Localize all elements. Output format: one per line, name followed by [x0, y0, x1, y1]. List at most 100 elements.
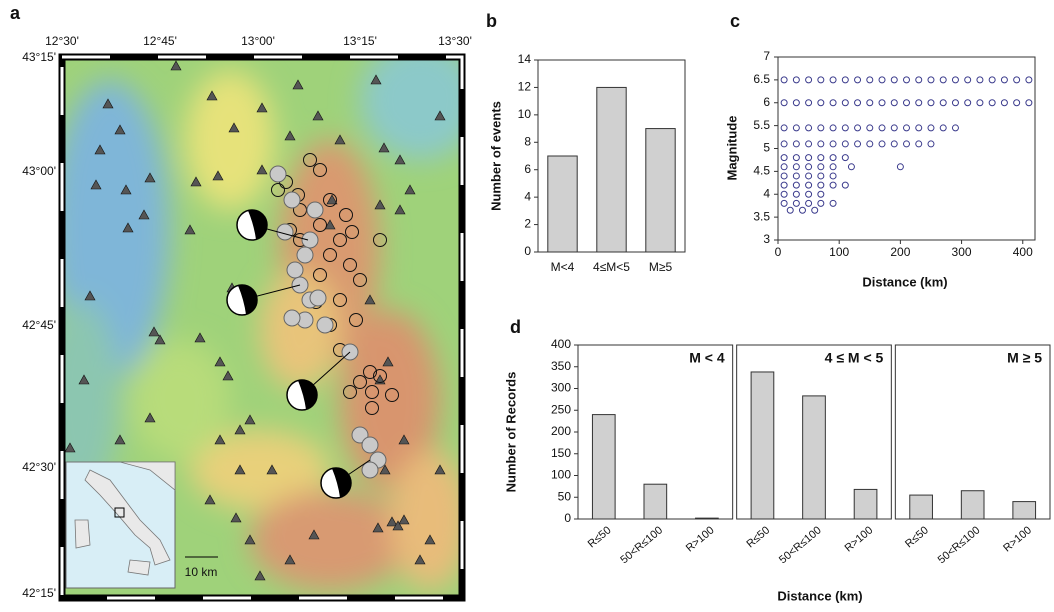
scatter-point: [951, 76, 959, 84]
x-tick-label: R≤50: [903, 524, 931, 550]
scatter-point: [829, 163, 837, 171]
bar: [547, 155, 578, 253]
scatter-point: [841, 181, 849, 189]
station-marker: [394, 204, 406, 215]
y-tick-label: 4: [524, 189, 531, 203]
scatter-point: [817, 199, 825, 207]
scatter-point: [792, 163, 800, 171]
bar: [643, 483, 668, 520]
x-tick-label: 200: [890, 245, 910, 259]
station-marker: [404, 184, 416, 195]
focal-mechanism-quadrant: [238, 284, 258, 315]
panel-label: b: [486, 11, 497, 31]
event-marker: [313, 218, 327, 232]
y-tick-label: 100: [551, 468, 571, 482]
scatter-point: [915, 99, 923, 107]
station-marker: [228, 122, 240, 133]
scatter-point: [841, 99, 849, 107]
station-marker: [244, 534, 256, 545]
scatter-point: [841, 154, 849, 162]
y-tick-label: 250: [551, 402, 571, 416]
station-marker: [284, 554, 296, 565]
y-axis-label: Magnitude: [724, 116, 739, 181]
scatter-point: [878, 124, 886, 132]
scatter-point: [927, 99, 935, 107]
x-tick-label: 4≤M<5: [593, 260, 630, 274]
latitude-label: 43°15': [22, 50, 56, 64]
station-marker: [194, 332, 206, 343]
scatter-point: [890, 124, 898, 132]
y-tick-label: 0: [524, 244, 531, 258]
inset-box: [114, 507, 125, 518]
station-marker: [372, 522, 384, 533]
x-tick-label: 400: [1013, 245, 1033, 259]
station-marker: [114, 124, 126, 135]
station-marker: [394, 154, 406, 165]
scatter-point: [854, 76, 862, 84]
scatter-point: [951, 99, 959, 107]
scatter-point: [805, 154, 813, 162]
scatter-point: [976, 99, 984, 107]
scatter-point: [805, 76, 813, 84]
scatter-point: [903, 124, 910, 132]
y-tick-label: 7: [763, 49, 770, 63]
x-tick-label: M≥5: [649, 260, 673, 274]
scatter-point: [792, 199, 800, 207]
longitude-label: 13°00': [241, 34, 275, 48]
event-marker-large: [309, 289, 327, 307]
scatter-point: [896, 163, 904, 171]
station-marker: [398, 514, 410, 525]
scatter-point: [805, 99, 813, 107]
station-marker: [102, 98, 114, 109]
scatter-point: [915, 140, 923, 148]
x-tick-label: R>100: [684, 524, 717, 554]
station-marker: [114, 434, 126, 445]
focal-mechanism-quadrant: [298, 379, 318, 410]
bar: [750, 371, 775, 520]
station-marker: [144, 412, 156, 423]
event-marker-large: [283, 191, 301, 209]
event-marker: [353, 375, 367, 389]
event-marker-large: [286, 261, 304, 279]
panel-label: d: [510, 317, 521, 337]
station-marker: [379, 464, 391, 475]
y-tick-label: 200: [551, 424, 571, 438]
station-marker: [244, 414, 256, 425]
station-marker: [256, 102, 268, 113]
scatter-point: [1000, 99, 1008, 107]
x-tick-label: R≤50: [744, 524, 772, 550]
scatter-point: [817, 140, 825, 148]
scatter-point: [829, 99, 837, 107]
station-marker: [254, 570, 266, 581]
longitude-label: 13°30': [438, 34, 472, 48]
scatter-point: [939, 124, 947, 132]
scatter-point: [866, 76, 874, 84]
scatter-point: [878, 140, 886, 148]
scatter-point: [878, 99, 886, 107]
station-marker: [386, 516, 398, 527]
station-marker: [284, 130, 296, 141]
bar: [695, 517, 719, 520]
scatter-point: [988, 76, 996, 84]
scatter-point: [780, 172, 788, 180]
scatter-point: [817, 99, 825, 107]
longitude-label: 12°45': [143, 34, 177, 48]
scatter-point: [939, 76, 947, 84]
scatter-point: [805, 190, 813, 198]
event-marker: [385, 388, 399, 402]
station-marker: [256, 164, 268, 175]
x-tick-label: R>100: [1001, 524, 1034, 554]
inset-land: [66, 461, 176, 576]
longitude-label: 12°30': [45, 34, 79, 48]
station-marker: [370, 74, 382, 85]
scatter-point: [817, 172, 825, 180]
scatter-point: [903, 99, 910, 107]
event-marker: [271, 183, 285, 197]
scatter-point: [890, 76, 898, 84]
scatter-point: [792, 76, 800, 84]
longitude-label: 13°15': [343, 34, 377, 48]
station-marker: [364, 294, 376, 305]
map-symbols: [64, 60, 446, 581]
event-marker-large: [316, 316, 334, 334]
station-marker: [64, 442, 76, 453]
